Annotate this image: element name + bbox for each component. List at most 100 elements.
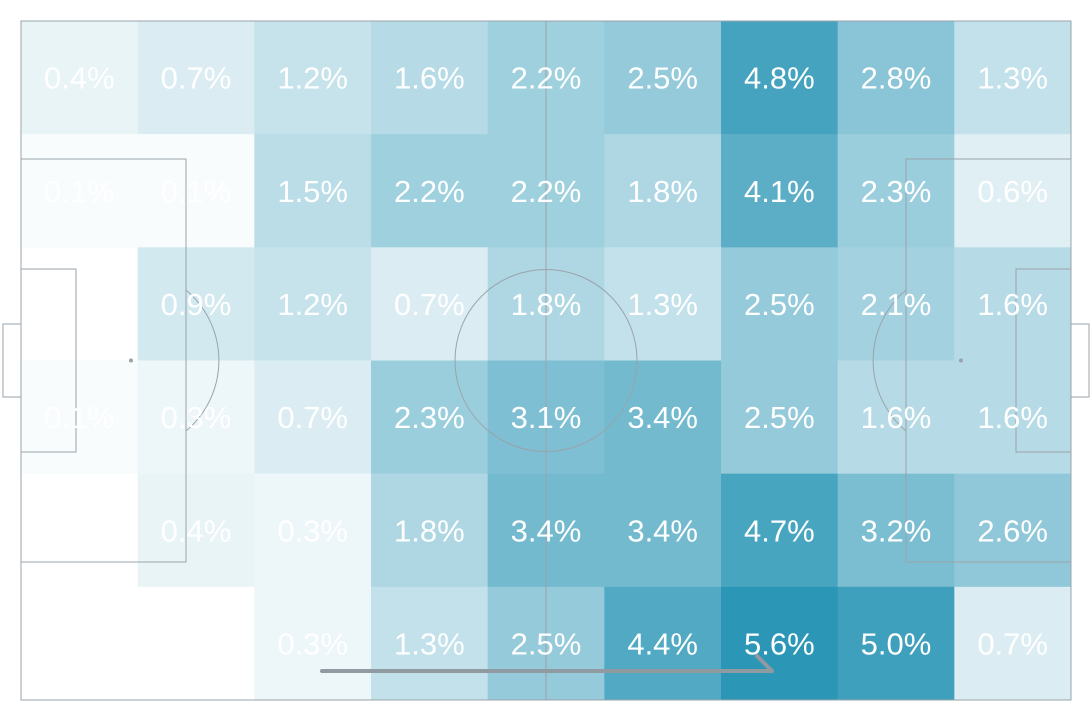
heatmap-cell [954,247,1072,361]
cell-value-label: 2.6% [977,513,1048,548]
cell-value-label: 2.1% [861,287,932,322]
cell-value-label: 2.2% [511,174,582,209]
heatmap-cell [254,21,372,135]
cell-value-label: 1.3% [394,626,465,661]
attack-direction-arrow [320,654,774,673]
heatmap-cell [954,473,1072,588]
heatmap-cell [371,247,489,361]
cell-value-label: 2.3% [861,174,932,209]
heatmap-cell [254,473,372,588]
heatmap-cell [137,360,255,475]
cell-value-label: 1.6% [394,61,465,96]
cell-value-label: 2.2% [511,61,582,96]
right-penalty-arc [872,289,907,432]
cell-value-label: 1.6% [977,287,1048,322]
cell-value-label: 1.6% [977,400,1048,435]
heatmap-cell [21,586,139,701]
cell-value-label: 3.1% [511,400,582,435]
heatmap-cell [21,21,139,135]
cell-value-label: 4.8% [744,61,815,96]
centre-circle [454,269,638,452]
heatmap-cell [954,360,1072,475]
cell-value-label: 1.2% [277,61,348,96]
heatmap-cell [604,360,722,475]
heatmap-cell [721,21,839,135]
heatmap-cell [371,360,489,475]
heatmap-cell [837,586,955,701]
heatmap-cell [371,586,489,701]
cell-value-label: 1.8% [511,287,582,322]
cell-value-label: 5.6% [744,626,815,661]
heatmap-cell [254,360,372,475]
heatmap-cell [604,134,722,248]
heatmap-labels: 0.4% 0.7% 1.2% 1.6% 2.2% 2.5% 4.8% 2.8% 1.3% 0.1%… [44,61,1048,662]
cell-value-label: 2.8% [861,61,932,96]
heatmap-cell [604,586,722,701]
cell-value-label: 0.9% [161,287,232,322]
cell-value-label: 2.2% [394,174,465,209]
cell-value-label: 0.7% [161,61,232,96]
left-penalty-spot [129,358,133,363]
cell-value-label: 1.6% [861,400,932,435]
heatmap-cell [721,360,839,475]
cell-value-label: 3.4% [627,400,698,435]
cell-value-label: 0.1% [44,400,115,435]
heatmap-cell [721,586,839,701]
heatmap-cell [21,134,139,248]
cell-value-label: 0.7% [394,287,465,322]
heatmap-cell [137,21,255,135]
cell-value-label: 3.2% [861,513,932,548]
cell-value-label: 0.6% [977,174,1048,209]
heatmap-cell [137,134,255,248]
cell-value-label: 0.1% [161,174,232,209]
heatmap-cell [721,134,839,248]
cell-value-label: 0.1% [44,174,115,209]
cell-value-label: 5.0% [861,626,932,661]
cell-value-label: 0.3% [161,400,232,435]
heatmap-cell [954,586,1072,701]
heatmap-cell [137,247,255,361]
cell-value-label: 0.3% [277,513,348,548]
left-goal [2,323,22,398]
cell-value-label: 4.1% [744,174,815,209]
cell-value-label: 1.2% [277,287,348,322]
cell-value-label: 3.4% [627,513,698,548]
cell-value-label: 4.7% [744,513,815,548]
heatmap-cell [21,247,139,361]
heatmap-cell [837,134,955,248]
cell-value-label: 1.8% [627,174,698,209]
cell-value-label: 1.3% [977,61,1048,96]
cell-value-label: 2.5% [511,626,582,661]
heatmap-cell [837,473,955,588]
heatmap-cell [837,360,955,475]
left-penalty-arc [185,289,220,432]
heatmap-cell [21,473,139,588]
right-penalty-spot [959,358,963,363]
cell-value-label: 0.3% [277,626,348,661]
cell-value-label: 2.5% [744,400,815,435]
heatmap-cell [604,21,722,135]
cell-value-label: 3.4% [511,513,582,548]
heatmap-cell [254,586,372,701]
cell-value-label: 4.4% [627,626,698,661]
cell-value-label: 0.7% [277,400,348,435]
heatmap-cell [954,21,1072,135]
heatmap-cell [371,134,489,248]
heatmap-cell [721,473,839,588]
heatmap-cell [604,473,722,588]
heatmap-cell [837,247,955,361]
pitch-lines [2,20,1090,701]
heatmap-cell [604,247,722,361]
heatmap-cell [254,134,372,248]
cell-value-label: 0.7% [977,626,1048,661]
arrow-head [755,654,774,673]
cell-value-label: 1.8% [394,513,465,548]
heatmap-cell [371,21,489,135]
cell-value-label: 1.5% [277,174,348,209]
heatmap-cell [954,134,1072,248]
right-goal [1070,323,1090,398]
heatmap-cell [254,247,372,361]
heatmap-cell [721,247,839,361]
heatmap-cell [137,473,255,588]
